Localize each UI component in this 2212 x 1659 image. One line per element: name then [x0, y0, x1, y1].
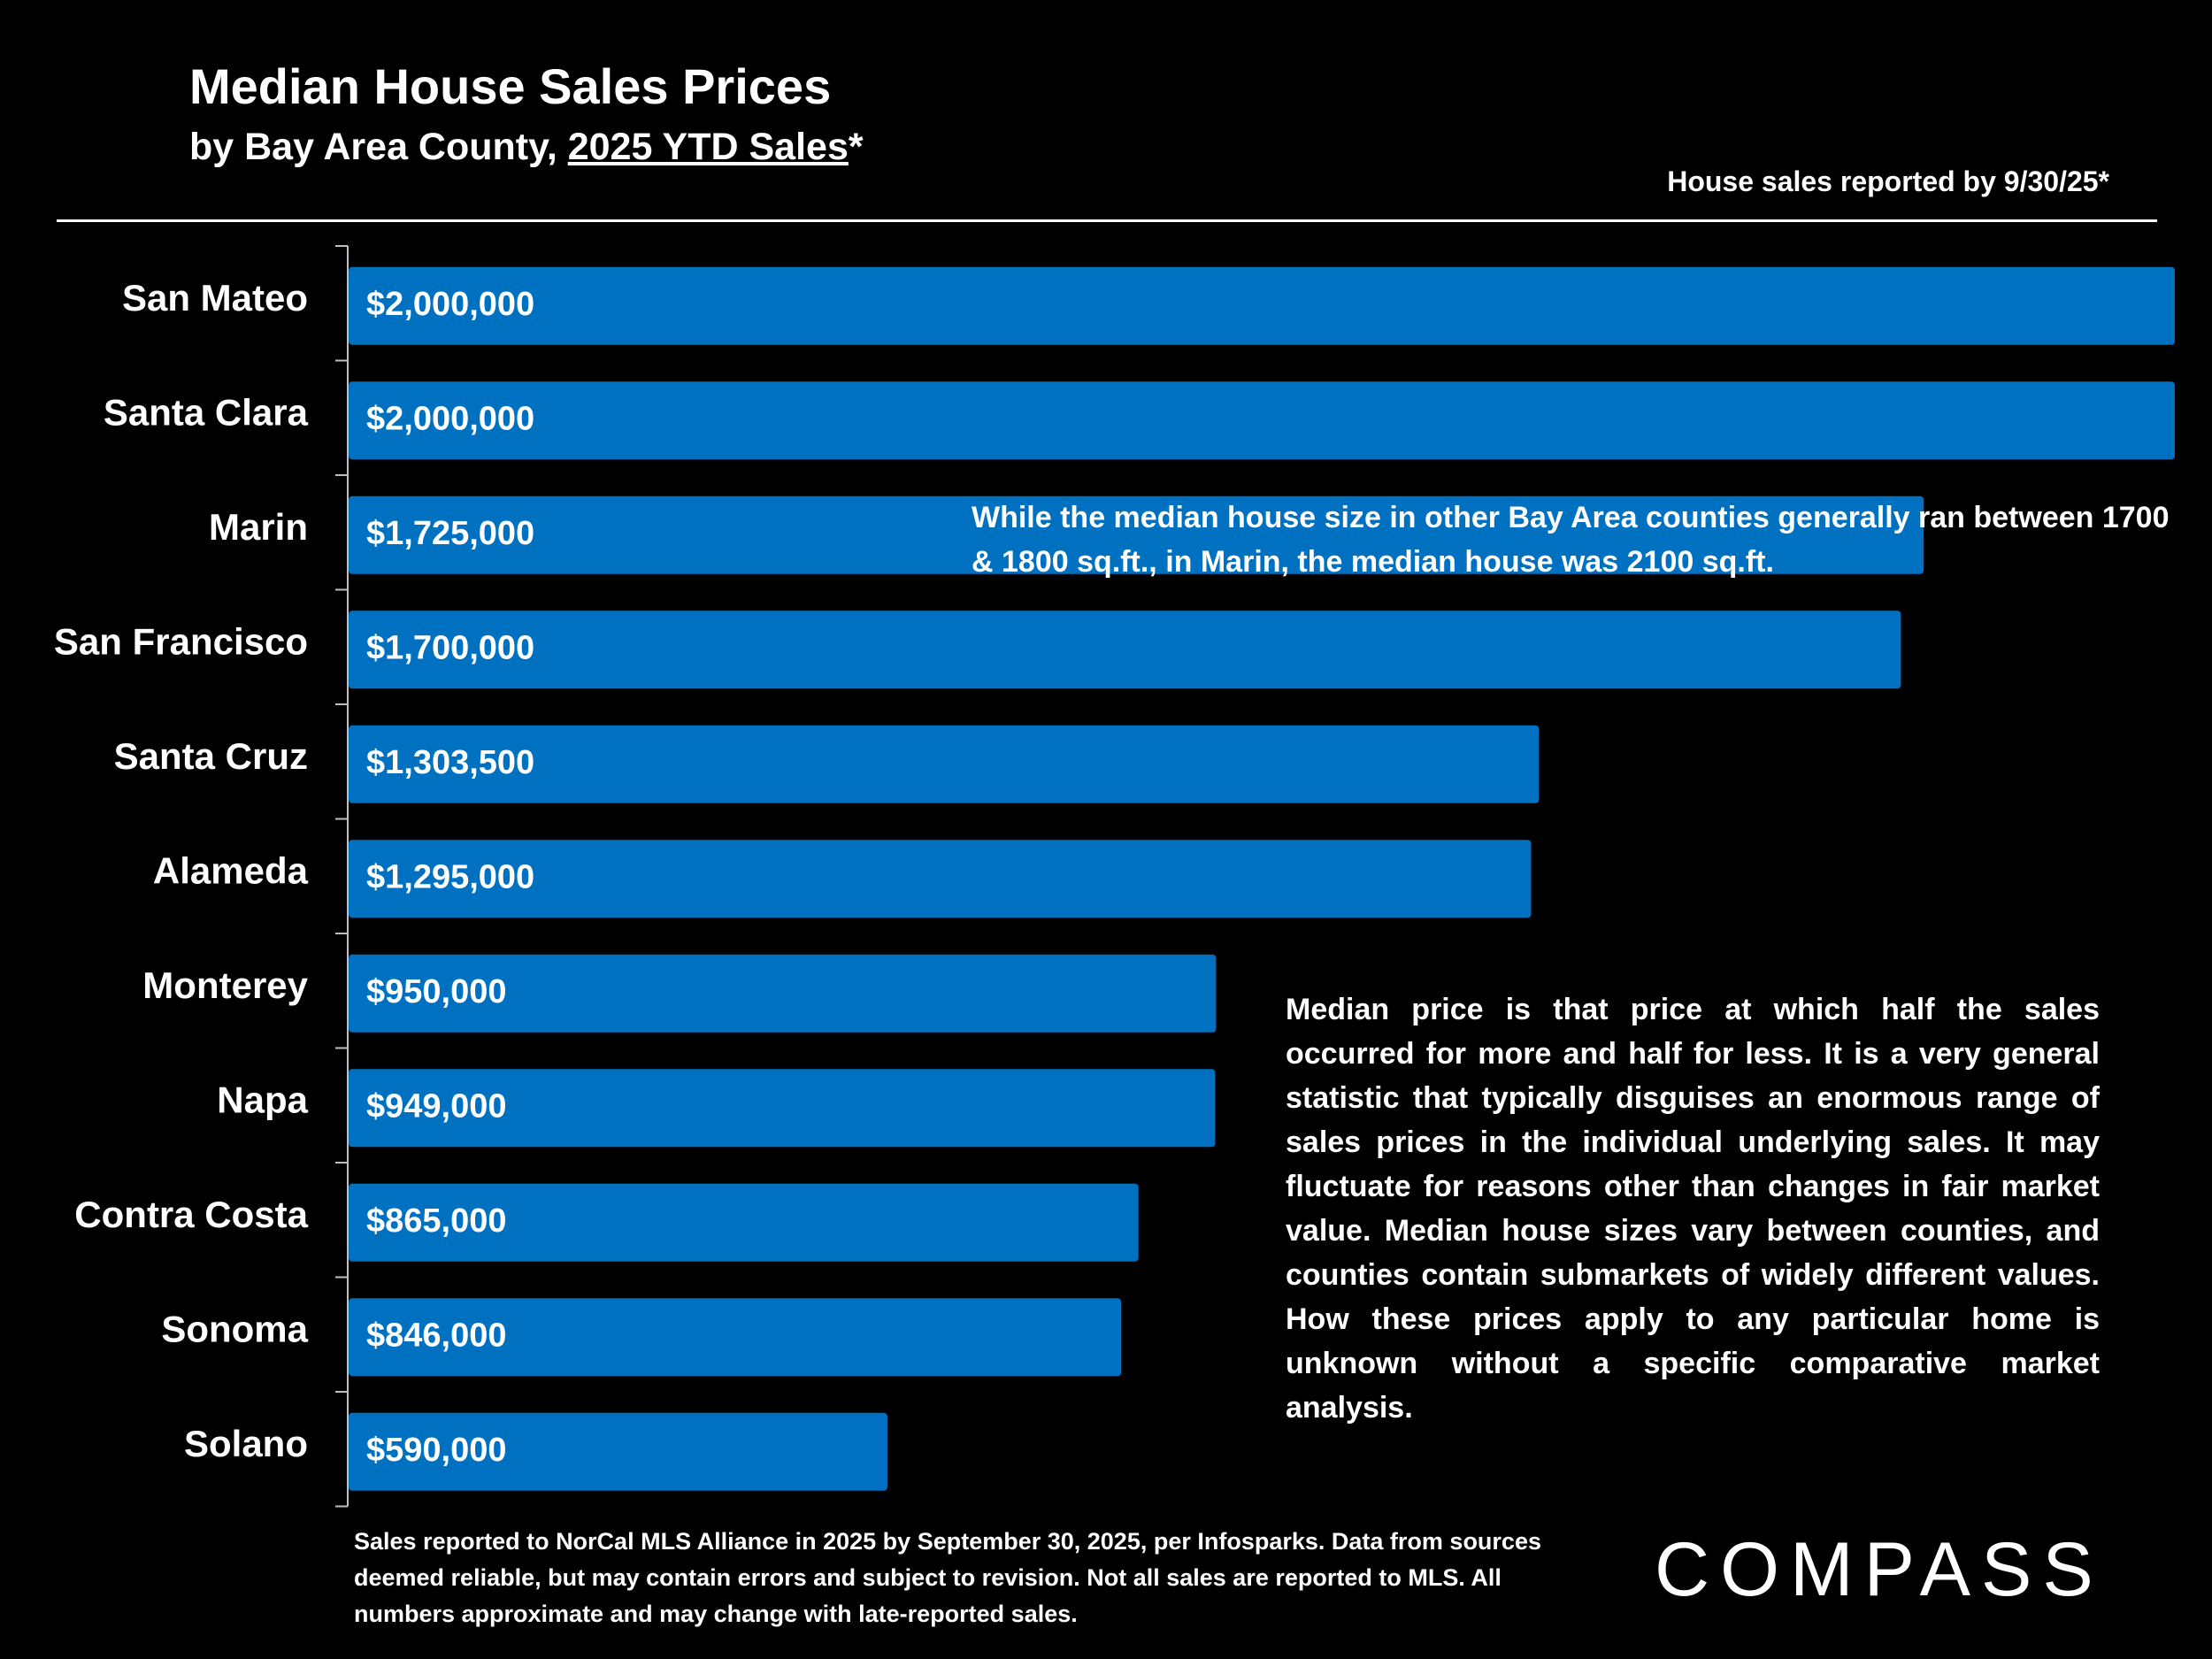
chart-subtitle: by Bay Area County, 2025 YTD Sales*: [189, 122, 864, 172]
subtitle-prefix: by Bay Area County,: [189, 126, 568, 168]
reported-note: House sales reported by 9/30/25*: [1667, 165, 2109, 197]
source-footnote: Sales reported to NorCal MLS Alliance in…: [354, 1528, 1541, 1627]
category-label: Sonoma: [161, 1308, 308, 1349]
category-label: Alameda: [153, 849, 309, 891]
data-label: $949,000: [366, 1087, 507, 1125]
bar-contra-costa: [349, 1183, 1139, 1262]
compass-logo: COMPASS: [1655, 1527, 2104, 1612]
category-label: Contra Costa: [74, 1194, 308, 1235]
subtitle-suffix: *: [848, 126, 864, 168]
bar-napa: [349, 1069, 1216, 1148]
category-label: Santa Cruz: [114, 735, 308, 777]
data-label: $1,700,000: [366, 629, 534, 666]
bar-solano: [349, 1412, 887, 1491]
category-label: Monterey: [142, 964, 308, 1006]
data-label: $1,725,000: [366, 515, 534, 552]
data-label: $865,000: [366, 1202, 507, 1240]
bar-santa-clara: [349, 381, 2175, 460]
data-label: $2,000,000: [366, 286, 534, 323]
data-label: $1,303,500: [366, 744, 534, 781]
bar-alameda: [349, 840, 1532, 918]
category-label: Santa Clara: [104, 391, 309, 433]
header-divider: [57, 219, 2157, 222]
bar-sonoma: [349, 1298, 1122, 1377]
median-definition-note: Median price is that price at which half…: [1286, 993, 2100, 1425]
data-label: $590,000: [366, 1432, 507, 1469]
bar-marin: [349, 495, 1924, 574]
category-label: San Mateo: [122, 277, 308, 319]
category-label: Napa: [217, 1079, 308, 1120]
bar-san-francisco: [349, 611, 1901, 689]
data-label: $950,000: [366, 973, 507, 1010]
category-label: San Francisco: [54, 620, 308, 662]
bar-monterey: [349, 954, 1217, 1033]
chart-title: Median House Sales Prices: [189, 58, 832, 114]
category-label: Solano: [184, 1423, 308, 1464]
marin-size-note: While the median house size in other Bay…: [972, 501, 2170, 579]
category-label: Marin: [209, 506, 308, 548]
data-label: $1,295,000: [366, 858, 534, 895]
bar-san-mateo: [349, 266, 2175, 345]
data-label: $2,000,000: [366, 400, 534, 437]
bar-santa-cruz: [349, 725, 1540, 803]
data-label: $846,000: [366, 1317, 507, 1354]
subtitle-emphasis: 2025 YTD Sales: [567, 126, 849, 168]
